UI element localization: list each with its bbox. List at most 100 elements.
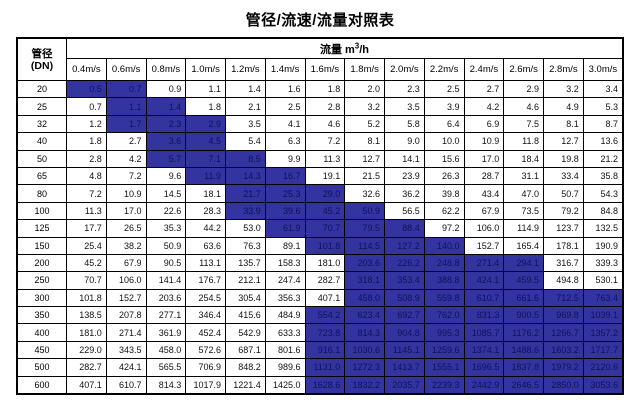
flow-cell: 424.1: [463, 271, 505, 290]
flow-cell: 90.5: [145, 253, 187, 273]
flow-cell: 0.7: [105, 79, 147, 99]
flow-cell: 1.4: [145, 97, 187, 116]
flow-cell: 814.3: [145, 375, 187, 395]
flow-cell: 152.7: [463, 236, 505, 255]
flow-cell: 229.0: [66, 340, 107, 360]
dn-cell: 300: [16, 288, 67, 308]
flow-cell: 3.6: [145, 132, 187, 151]
flow-cell: 2850.0: [543, 375, 584, 395]
flow-cell: 39.6: [264, 201, 306, 221]
dn-cell: 250: [16, 271, 67, 290]
flow-cell: 2.3: [384, 79, 425, 99]
flow-cell: 623.4: [344, 306, 385, 325]
flow-cell: 4.6: [503, 97, 544, 116]
flow-cell: 4.8: [66, 166, 107, 186]
flow-cell: 254.5: [185, 288, 226, 308]
flow-cell: 2.3: [145, 114, 187, 134]
flow-cell: 178.1: [543, 236, 584, 255]
velocity-header-row: 0.4m/s 0.6m/s 0.8m/s 1.0m/s 1.2m/s 1.4m/s 1.6m…: [17, 58, 624, 81]
flow-cell: 32.6: [344, 184, 385, 203]
table-row: 20 0.5 0.7 0.9 1.1 1.4 1.6 1.8 2.0 2.3 2.5 2.7 2.9 3.…: [16, 79, 624, 99]
flow-cell: 687.1: [225, 340, 266, 360]
flow-cell: 10.0: [423, 132, 465, 151]
flow-cell: 8.5: [225, 149, 266, 168]
flow-cell: 661.6: [503, 288, 544, 308]
flow-cell: 2120.6: [582, 358, 624, 377]
flow-cell: 18.4: [503, 149, 544, 168]
flow-cell: 141.4: [145, 271, 187, 290]
flow-cell: 26.3: [423, 166, 465, 186]
flow-cell: 50.9: [145, 236, 187, 255]
flow-cell: 706.9: [185, 358, 226, 377]
flow-cell: 165.4: [503, 236, 544, 255]
flow-cell: 44.2: [185, 219, 226, 238]
flow-cell: 1039.1: [582, 306, 624, 325]
flow-cell: 19.8: [543, 149, 584, 168]
flow-cell: 25.3: [264, 184, 306, 203]
flow-cell: 1266.7: [543, 323, 584, 342]
flow-cell: 565.5: [145, 358, 187, 377]
flow-cell: 530.1: [582, 271, 624, 290]
flow-cell: 21.5: [344, 166, 385, 186]
flow-cell: 1717.7: [582, 340, 624, 360]
flow-cell: 16.7: [264, 166, 306, 186]
table-row: 80 7.2 10.9 14.5 18.1 21.7 25.3 29.0 32.6 36.2 39.…: [16, 184, 624, 203]
table-row: 200 45.2 67.9 90.5 113.1 135.7 158.3 181.0 203.6…: [16, 253, 624, 273]
flow-cell: 316.7: [543, 253, 584, 273]
flow-cell: 1.1: [105, 97, 147, 116]
flow-cell: 1131.0: [304, 358, 346, 377]
flow-cell: 29.0: [304, 184, 346, 203]
velocity-header: 0.6m/s: [105, 58, 147, 81]
flow-cell: 7.2: [66, 184, 107, 203]
flow-cell: 1030.6: [344, 340, 385, 360]
dn-cell: 32: [16, 114, 67, 134]
flow-unit-sup: 3: [354, 40, 360, 50]
velocity-header: 1.2m/s: [225, 58, 266, 81]
flow-cell: 904.8: [384, 323, 425, 342]
flow-cell: 12.7: [543, 132, 584, 151]
flow-cell: 407.1: [66, 375, 107, 395]
flow-cell: 6.9: [463, 114, 505, 134]
flow-cell: 33.4: [543, 166, 584, 186]
flow-header-row: 管径 (DN) 流量 m3/h: [16, 37, 624, 81]
flow-cell: 101.8: [66, 288, 107, 308]
flow-cell: 70.7: [304, 219, 346, 238]
flow-cell: 3.4: [582, 79, 624, 99]
flow-cell: 2.7: [105, 132, 147, 151]
flow-cell: 79.5: [344, 219, 385, 238]
flow-cell: 1425.0: [264, 375, 306, 395]
flow-cell: 271.4: [463, 253, 505, 273]
flow-cell: 88.4: [384, 219, 425, 238]
flow-cell: 70.7: [66, 271, 107, 290]
dn-cell: 450: [16, 340, 67, 360]
table-row: 25 0.7 1.1 1.4 1.8 2.1 2.5 2.8 3.2 3.5 3.9 4.2 4.6 4.…: [16, 97, 624, 116]
table-row: 32 1.2 1.7 2.3 2.9 3.5 4.1 4.6 5.2 5.8 6.4 6.9 7.5 8.…: [16, 114, 624, 134]
dn-cell: 200: [16, 253, 67, 273]
flow-cell: 25.4: [66, 236, 107, 255]
flow-cell: 158.3: [264, 253, 306, 273]
flow-cell: 2.1: [225, 97, 266, 116]
velocity-header: 1.6m/s: [304, 58, 346, 81]
flow-cell: 271.4: [105, 323, 147, 342]
flow-cell: 190.9: [582, 236, 624, 255]
dn-cell: 50: [16, 149, 67, 168]
flow-cell: 353.4: [384, 271, 425, 290]
flow-cell: 13.6: [582, 132, 624, 151]
flow-cell: 36.2: [384, 184, 425, 203]
flow-cell: 7.2: [304, 132, 346, 151]
flow-cell: 712.5: [543, 288, 584, 308]
page-title: 管径/流速/流量对照表: [245, 12, 395, 29]
flow-cell: 361.9: [145, 323, 187, 342]
flow-cell: 4.2: [463, 97, 505, 116]
flow-cell: 207.8: [105, 306, 147, 325]
flow-cell: 801.6: [264, 340, 306, 360]
dn-cell: 20: [16, 79, 67, 99]
flow-cell: 140.0: [423, 236, 465, 255]
table-row: 125 17.7 26.5 35.3 44.2 53.0 61.9 70.7 79.5 88.4 9…: [16, 219, 624, 238]
flow-cell: 831.3: [463, 306, 505, 325]
dn-cell: 125: [16, 219, 67, 238]
flow-cell: 22.6: [145, 201, 187, 221]
flow-cell: 39.8: [423, 184, 465, 203]
flow-cell: 45.2: [304, 201, 346, 221]
flow-unit-prefix: 流量 m: [319, 43, 355, 56]
